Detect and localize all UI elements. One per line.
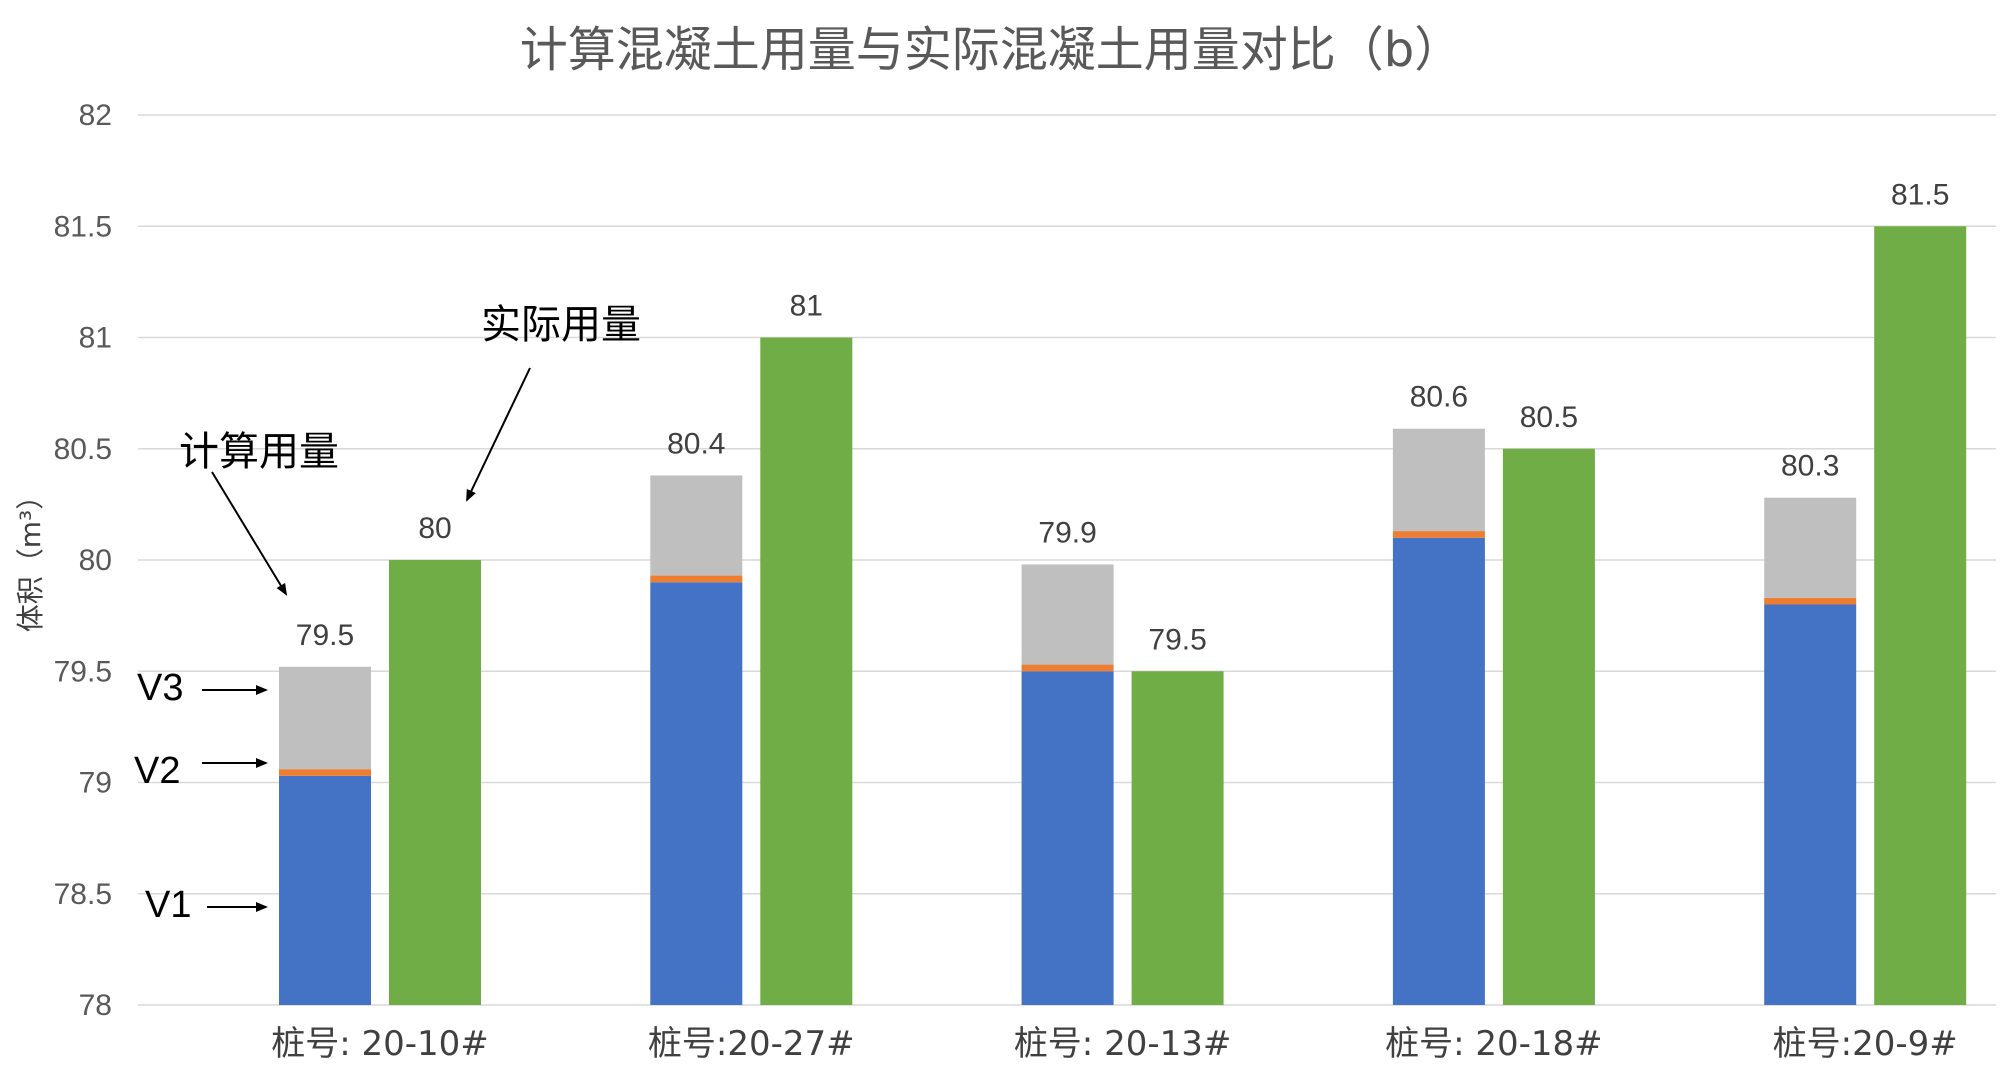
bar-实际用量-4 xyxy=(1502,448,1595,1005)
data-label: 79.5 xyxy=(1148,623,1206,656)
y-axis-ticks: 78 78.5 79 79.5 80 80.5 81 81.5 82 xyxy=(54,99,112,1022)
annotation-v3-label: V3 xyxy=(137,667,183,709)
annotation-v2-label: V2 xyxy=(134,750,180,792)
bar-V3-4 xyxy=(1392,428,1485,532)
x-category-label: 桩号:20-9# xyxy=(1773,1024,1958,1064)
bar-V3-2 xyxy=(650,475,743,576)
x-category-label: 桩号:20-27# xyxy=(648,1024,855,1064)
data-labels: 79.5 80 80.4 81 79.9 79.5 80.6 80.5 80.3 81.5 xyxy=(296,178,1950,656)
bar-V1-3 xyxy=(1021,671,1114,1005)
data-label: 80.6 xyxy=(1410,381,1468,414)
bar-V2-5 xyxy=(1764,597,1857,605)
bar-实际用量-1 xyxy=(389,560,481,1005)
y-axis-label: 体积（m³） xyxy=(14,482,47,633)
bar-V1-1 xyxy=(279,775,371,1005)
y-tick-label: 78.5 xyxy=(54,878,112,911)
bar-V3-3 xyxy=(1021,564,1114,665)
x-axis-categories: 桩号: 20-10# 桩号:20-27# 桩号: 20-13# 桩号: 20-18# 桩… xyxy=(271,1024,1958,1064)
y-tick-label: 82 xyxy=(79,99,112,132)
y-tick-label: 78 xyxy=(79,989,112,1022)
bar-V3-1 xyxy=(279,666,371,770)
data-label: 79.5 xyxy=(296,619,354,652)
data-label: 81 xyxy=(790,290,823,323)
y-tick-label: 79 xyxy=(79,767,112,800)
x-category-label: 桩号: 20-18# xyxy=(1385,1024,1603,1064)
data-label: 80.5 xyxy=(1520,401,1578,434)
bar-实际用量-2 xyxy=(760,337,853,1005)
data-label: 80 xyxy=(418,512,451,545)
annotation-calc-arrow xyxy=(211,471,288,596)
x-category-label: 桩号: 20-13# xyxy=(1014,1024,1232,1064)
annotation-actual-label: 实际用量 xyxy=(481,302,641,348)
annotation-v1-label: V1 xyxy=(145,884,191,926)
data-label: 80.3 xyxy=(1781,450,1839,483)
annotations: 计算用量 实际用量 V3 V2 V1 xyxy=(134,302,641,926)
y-tick-label: 80 xyxy=(79,544,112,577)
bar-实际用量-5 xyxy=(1874,226,1967,1005)
data-label: 81.5 xyxy=(1891,178,1949,211)
bar-实际用量-3 xyxy=(1131,671,1224,1005)
bar-V2-1 xyxy=(279,769,371,776)
bar-V3-5 xyxy=(1764,497,1857,598)
bar-V1-2 xyxy=(650,582,743,1005)
x-category-label: 桩号: 20-10# xyxy=(271,1024,489,1064)
annotation-calc-label: 计算用量 xyxy=(179,429,339,475)
y-tick-label: 81.5 xyxy=(54,210,112,243)
data-label: 80.4 xyxy=(667,427,725,460)
data-label: 79.9 xyxy=(1038,516,1096,549)
chart-title: 计算混凝土用量与实际混凝土用量对比（b） xyxy=(520,22,1462,78)
y-tick-label: 80.5 xyxy=(54,433,112,466)
bar-V2-4 xyxy=(1392,531,1485,538)
bar-V2-2 xyxy=(650,575,743,583)
y-tick-label: 81 xyxy=(79,322,112,355)
annotation-actual-arrow xyxy=(466,367,531,502)
y-tick-label: 79.5 xyxy=(54,655,112,688)
bar-V1-5 xyxy=(1764,604,1857,1005)
bar-V2-3 xyxy=(1021,664,1114,672)
bars xyxy=(279,226,1967,1005)
bar-V1-4 xyxy=(1392,537,1485,1005)
